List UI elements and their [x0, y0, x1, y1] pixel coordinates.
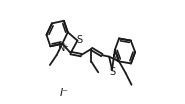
- Text: N: N: [112, 54, 119, 64]
- Text: S: S: [76, 35, 82, 45]
- Text: S: S: [110, 67, 116, 77]
- Text: N: N: [58, 43, 65, 53]
- Text: I⁻: I⁻: [60, 88, 69, 98]
- Text: +: +: [62, 44, 68, 50]
